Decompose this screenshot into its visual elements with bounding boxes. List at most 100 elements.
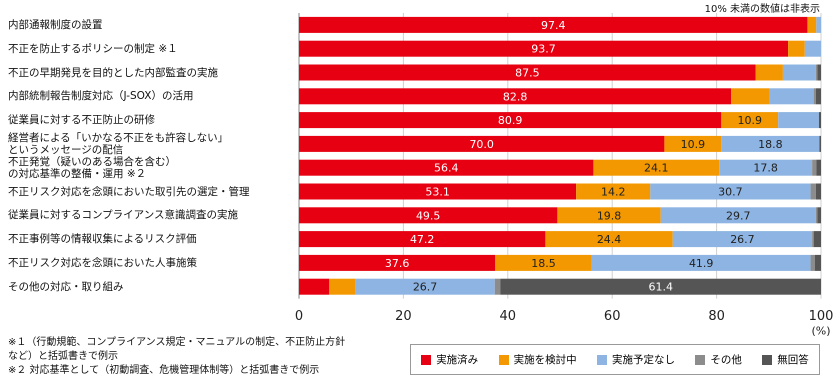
bar-segment xyxy=(650,183,811,200)
data-label: 26.7 xyxy=(413,281,438,294)
legend-item: 無回答 xyxy=(762,352,809,367)
bar-segment xyxy=(355,278,495,295)
bar-segment xyxy=(664,135,722,152)
bar-segment xyxy=(804,40,821,57)
bar-segment xyxy=(807,16,817,33)
bar-segment xyxy=(816,159,821,176)
bar-segment xyxy=(817,207,821,224)
category-label: 不正リスク対応を念頭においた人事施策 xyxy=(8,256,197,269)
data-label: 56.4 xyxy=(434,162,459,175)
bar-segment xyxy=(299,40,789,57)
footnote: ※１（行動規範、コンプライアンス規定・マニュアルの制定、不正防止方針 など）と括… xyxy=(8,337,346,362)
data-label: 37.6 xyxy=(385,257,410,270)
data-label: 53.1 xyxy=(425,186,450,199)
x-tick-label: 0 xyxy=(295,309,303,324)
bar-segment xyxy=(495,254,592,271)
x-tick-label: 100 xyxy=(809,309,834,324)
x-axis-label: (%) xyxy=(811,325,830,338)
data-label: 19.8 xyxy=(597,209,622,222)
bar-segment xyxy=(721,112,779,129)
legend-item: 実施済み xyxy=(421,352,478,367)
legend-swatch xyxy=(498,354,509,365)
legend-swatch xyxy=(762,354,773,365)
x-tick-label: 80 xyxy=(708,309,725,324)
bar-segment xyxy=(810,254,815,271)
bar-segment xyxy=(299,254,496,271)
data-label: 87.5 xyxy=(515,67,540,80)
category-label: 不正の早期発見を目的とした内部監査の実施 xyxy=(8,66,218,79)
legend-swatch xyxy=(596,354,607,365)
bar-segment xyxy=(812,159,817,176)
data-label: 17.8 xyxy=(753,162,778,175)
data-label: 80.9 xyxy=(498,114,523,127)
data-label: 82.8 xyxy=(503,90,528,103)
bar-segment xyxy=(815,88,821,105)
legend-label: 実施を検討中 xyxy=(513,354,577,366)
bar-segment xyxy=(782,64,816,81)
legend-item: 実施を検討中 xyxy=(498,352,577,367)
data-label: 97.4 xyxy=(541,19,566,32)
category-label: 内部通報制度の設置 xyxy=(8,18,103,31)
bar-segment xyxy=(819,135,821,152)
bar-segment xyxy=(500,278,821,295)
category-label: 不正リスク対応を念頭においた取引先の選定・管理 xyxy=(8,185,250,198)
legend: 実施済み 実施を検討中 実施予定なし その他 無回答 xyxy=(410,344,820,375)
data-label: 10.9 xyxy=(737,114,762,127)
bar-segment xyxy=(816,16,821,33)
bar-segment xyxy=(660,207,816,224)
legend-swatch xyxy=(695,354,706,365)
bar-segment xyxy=(755,64,783,81)
bar-segment xyxy=(769,88,814,105)
data-label: 26.7 xyxy=(730,233,755,246)
category-label: その他の対応・取り組み xyxy=(8,280,124,293)
category-label: 不正を防止するポリシーの制定 ※１ xyxy=(8,42,178,55)
category-label: 経営者による「いかなる不正をも許容しない」 というメッセージの配信 xyxy=(8,131,229,156)
data-label: 18.8 xyxy=(758,138,783,151)
data-label: 14.2 xyxy=(601,186,626,199)
category-label: 不正事例等の情報収集によるリスク評価 xyxy=(8,233,197,246)
category-label: 内部統制報告制度対応（J-SOX）の活用 xyxy=(8,90,194,103)
bar-segment xyxy=(815,64,818,81)
bar-segment xyxy=(299,88,732,105)
bar-segment xyxy=(815,183,821,200)
bar-segment xyxy=(788,40,805,57)
bar-segment xyxy=(810,183,816,200)
bar-segment xyxy=(778,112,819,129)
x-tick-label: 20 xyxy=(395,309,412,324)
category-label: 従業員に対するコンプライアンス意識調査の実施 xyxy=(8,209,239,222)
bar-segment xyxy=(299,183,577,200)
data-label: 70.0 xyxy=(469,138,494,151)
bar-segment xyxy=(812,231,814,248)
footnote: ※２ 対応基準として（初動調査、危機管理体制等）と括弧書きで例示 xyxy=(8,365,320,376)
data-label: 10.9 xyxy=(681,138,706,151)
bar-segment xyxy=(731,88,770,105)
legend-item: その他 xyxy=(695,352,742,367)
x-tick-label: 60 xyxy=(604,309,621,324)
data-label: 30.7 xyxy=(718,186,743,199)
data-label: 49.5 xyxy=(416,209,441,222)
category-label: 不正発覚（疑いのある場合を含む） の対応基準の整備・運用 ※２ xyxy=(8,155,176,180)
data-label: 41.9 xyxy=(689,257,714,270)
bar-segment xyxy=(299,64,756,81)
bar-segment xyxy=(721,135,820,152)
bar-segment xyxy=(557,207,661,224)
legend-label: 実施済み xyxy=(436,354,479,366)
bar-segment xyxy=(817,64,821,81)
bar-segment xyxy=(545,231,673,248)
bar-segment xyxy=(299,135,665,152)
bar-segment xyxy=(818,112,821,129)
bar-segment xyxy=(299,112,722,129)
bar-segment xyxy=(299,159,594,176)
bar-segment xyxy=(299,231,546,248)
bar-segment xyxy=(814,254,821,271)
bar-segment xyxy=(593,159,720,176)
legend-label: その他 xyxy=(710,354,742,366)
bar-segment xyxy=(672,231,813,248)
bar-segment xyxy=(813,88,816,105)
legend-swatch xyxy=(421,354,432,365)
bar-segment xyxy=(329,278,356,295)
data-label: 18.5 xyxy=(531,257,556,270)
data-label: 61.4 xyxy=(648,281,673,294)
